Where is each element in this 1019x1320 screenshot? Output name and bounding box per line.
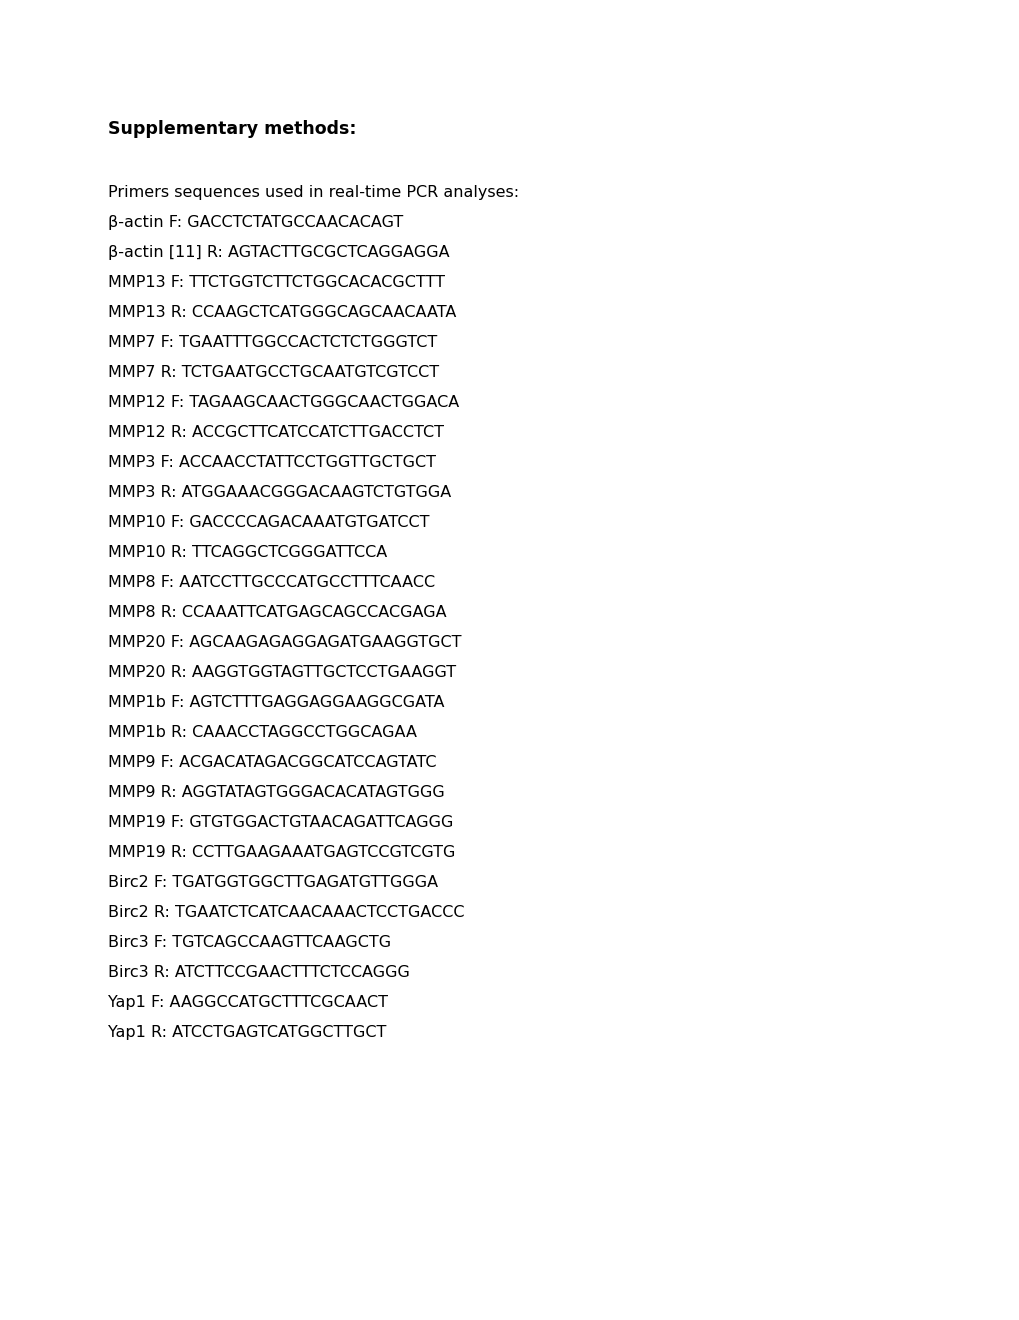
Text: MMP3 F: ACCAACCTATTCCTGGTTGCTGCT: MMP3 F: ACCAACCTATTCCTGGTTGCTGCT xyxy=(108,455,435,470)
Text: MMP19 F: GTGTGGACTGTAACAGATTCAGGG: MMP19 F: GTGTGGACTGTAACAGATTCAGGG xyxy=(108,814,452,830)
Text: MMP1b R: CAAACCTAGGCCTGGCAGAA: MMP1b R: CAAACCTAGGCCTGGCAGAA xyxy=(108,725,417,741)
Text: MMP10 F: GACCCCAGACAAATGTGATCCT: MMP10 F: GACCCCAGACAAATGTGATCCT xyxy=(108,515,429,531)
Text: MMP3 R: ATGGAAACGGGACAAGTCTGTGGA: MMP3 R: ATGGAAACGGGACAAGTCTGTGGA xyxy=(108,484,450,500)
Text: MMP20 R: AAGGTGGTAGTTGCTCCTGAAGGT: MMP20 R: AAGGTGGTAGTTGCTCCTGAAGGT xyxy=(108,665,455,680)
Text: Birc3 F: TGTCAGCCAAGTTCAAGCTG: Birc3 F: TGTCAGCCAAGTTCAAGCTG xyxy=(108,935,390,950)
Text: Birc2 R: TGAATCTCATCAACAAACTCCTGACCC: Birc2 R: TGAATCTCATCAACAAACTCCTGACCC xyxy=(108,906,464,920)
Text: Yap1 F: AAGGCCATGCTTTCGCAACT: Yap1 F: AAGGCCATGCTTTCGCAACT xyxy=(108,995,387,1010)
Text: MMP13 F: TTCTGGTCTTCTGGCACACGCTTT: MMP13 F: TTCTGGTCTTCTGGCACACGCTTT xyxy=(108,275,444,290)
Text: Birc2 F: TGATGGTGGCTTGAGATGTTGGGA: Birc2 F: TGATGGTGGCTTGAGATGTTGGGA xyxy=(108,875,438,890)
Text: MMP19 R: CCTTGAAGAAATGAGTCCGTCGTG: MMP19 R: CCTTGAAGAAATGAGTCCGTCGTG xyxy=(108,845,454,861)
Text: Yap1 R: ATCCTGAGTCATGGCTTGCT: Yap1 R: ATCCTGAGTCATGGCTTGCT xyxy=(108,1026,386,1040)
Text: MMP8 R: CCAAATTCATGAGCAGCCACGAGA: MMP8 R: CCAAATTCATGAGCAGCCACGAGA xyxy=(108,605,446,620)
Text: MMP8 F: AATCCTTGCCCATGCCTTTCAACC: MMP8 F: AATCCTTGCCCATGCCTTTCAACC xyxy=(108,576,435,590)
Text: MMP10 R: TTCAGGCTCGGGATTCCA: MMP10 R: TTCAGGCTCGGGATTCCA xyxy=(108,545,387,560)
Text: Primers sequences used in real-time PCR analyses:: Primers sequences used in real-time PCR … xyxy=(108,185,519,201)
Text: MMP1b F: AGTCTTTGAGGAGGAAGGCGATA: MMP1b F: AGTCTTTGAGGAGGAAGGCGATA xyxy=(108,696,444,710)
Text: MMP12 F: TAGAAGCAACTGGGCAACTGGACA: MMP12 F: TAGAAGCAACTGGGCAACTGGACA xyxy=(108,395,459,411)
Text: MMP13 R: CCAAGCTCATGGGCAGCAACAATA: MMP13 R: CCAAGCTCATGGGCAGCAACAATA xyxy=(108,305,455,319)
Text: MMP7 R: TCTGAATGCCTGCAATGTCGTCCT: MMP7 R: TCTGAATGCCTGCAATGTCGTCCT xyxy=(108,366,439,380)
Text: MMP9 R: AGGTATAGTGGGACACATAGTGGG: MMP9 R: AGGTATAGTGGGACACATAGTGGG xyxy=(108,785,444,800)
Text: MMP20 F: AGCAAGAGAGGAGATGAAGGTGCT: MMP20 F: AGCAAGAGAGGAGATGAAGGTGCT xyxy=(108,635,461,649)
Text: MMP9 F: ACGACATAGACGGCATCCAGTATC: MMP9 F: ACGACATAGACGGCATCCAGTATC xyxy=(108,755,436,770)
Text: MMP7 F: TGAATTTGGCCACTCTCTGGGTCT: MMP7 F: TGAATTTGGCCACTCTCTGGGTCT xyxy=(108,335,437,350)
Text: β-actin [11] R: AGTACTTGCGCTCAGGAGGA: β-actin [11] R: AGTACTTGCGCTCAGGAGGA xyxy=(108,246,449,260)
Text: β-actin F: GACCTCTATGCCAACACAGT: β-actin F: GACCTCTATGCCAACACAGT xyxy=(108,215,403,230)
Text: MMP12 R: ACCGCTTCATCCATCTTGACCTCT: MMP12 R: ACCGCTTCATCCATCTTGACCTCT xyxy=(108,425,443,440)
Text: Supplementary methods:: Supplementary methods: xyxy=(108,120,357,139)
Text: Birc3 R: ATCTTCCGAACTTTCTCCAGGG: Birc3 R: ATCTTCCGAACTTTCTCCAGGG xyxy=(108,965,410,979)
